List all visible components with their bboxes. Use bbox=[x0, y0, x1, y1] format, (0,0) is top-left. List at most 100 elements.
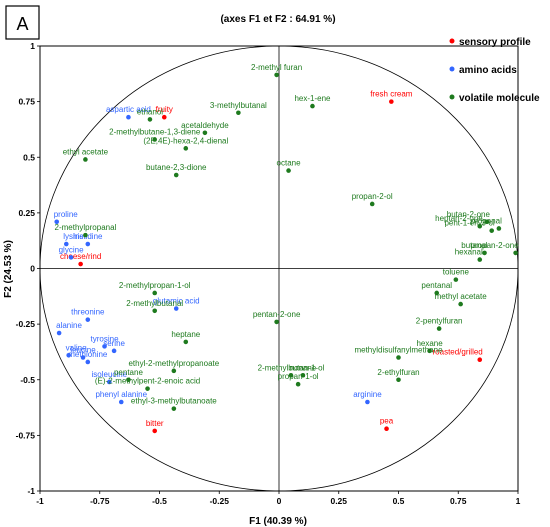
data-point bbox=[111, 348, 117, 354]
point-label: propan-2-ol bbox=[352, 192, 393, 201]
point-label: aspartic acid bbox=[106, 105, 151, 114]
point-label: roasted/grilled bbox=[433, 348, 483, 357]
point-label: fruity bbox=[156, 105, 173, 114]
data-point bbox=[310, 103, 315, 109]
data-point bbox=[56, 330, 62, 336]
data-point bbox=[118, 399, 124, 405]
point-label: 2-pentylfuran bbox=[416, 317, 463, 326]
data-point bbox=[78, 261, 83, 267]
legend-marker bbox=[449, 94, 455, 100]
data-point bbox=[68, 255, 74, 260]
data-point bbox=[173, 172, 179, 178]
point-label: 2-ethylfuran bbox=[377, 368, 419, 377]
point-label: tyrosine bbox=[91, 334, 120, 343]
point-label: pentan-2-one bbox=[253, 310, 301, 319]
axis-ticks: -1 -0.75 -0.5 -0.25 0 0.25 0.5 0.75 1 -1 -0.75 -0.5… bbox=[16, 41, 521, 506]
y-tick-label: 0 bbox=[30, 264, 35, 274]
point-label: serine bbox=[103, 339, 125, 348]
point-label: threonine bbox=[71, 308, 105, 317]
point-label: hexane bbox=[416, 339, 443, 348]
point-label: butan-2-one bbox=[447, 210, 491, 219]
point-label: 2-methylpropan-1-ol bbox=[119, 281, 191, 290]
data-point bbox=[389, 99, 394, 104]
x-tick-label: -0.25 bbox=[210, 496, 230, 506]
point-label: methionine bbox=[68, 350, 108, 359]
point-label: butanal bbox=[461, 241, 487, 250]
y-tick-label: -0.25 bbox=[16, 319, 36, 329]
point-label: ethyl-2-methylpropanoate bbox=[128, 359, 219, 368]
point-label: ethanol bbox=[137, 107, 163, 116]
data-point bbox=[396, 377, 401, 383]
data-point bbox=[384, 426, 389, 432]
y-tick-label: -0.5 bbox=[20, 375, 35, 385]
data-point bbox=[274, 319, 279, 325]
data-point bbox=[102, 344, 107, 349]
data-point bbox=[152, 428, 158, 434]
data-point bbox=[85, 359, 91, 365]
point-label: pentane bbox=[114, 368, 143, 377]
point-label: (E)-2-methylpent-2-enoic acid bbox=[95, 377, 200, 386]
data-points: fruity fresh cream cheese/rind roasted/gril… bbox=[54, 63, 519, 434]
data-point bbox=[126, 377, 131, 383]
data-point bbox=[484, 219, 490, 225]
data-point bbox=[145, 386, 150, 391]
point-label: 2-methylbutan-1-ol bbox=[258, 363, 325, 372]
point-label: methyl acetate bbox=[435, 292, 488, 301]
data-point bbox=[477, 223, 483, 229]
x-tick-label: -1 bbox=[36, 496, 44, 506]
point-label: proline bbox=[54, 210, 79, 219]
legend-label: sensory profile bbox=[459, 37, 531, 48]
data-point bbox=[453, 277, 459, 282]
x-tick-label: -0.75 bbox=[90, 496, 110, 506]
point-label: cheese/rind bbox=[60, 252, 101, 261]
data-point bbox=[274, 72, 279, 78]
point-label: butane-2,3-dione bbox=[146, 163, 207, 172]
point-label: propan-1-ol bbox=[278, 372, 319, 381]
data-point bbox=[288, 373, 294, 378]
legend-label: amino acids bbox=[459, 65, 517, 76]
data-point bbox=[171, 406, 177, 411]
point-label: 2-methylpropanal bbox=[55, 223, 117, 232]
point-label: octane bbox=[277, 159, 302, 168]
x-tick-label: 0 bbox=[277, 496, 282, 506]
x-axis-label: F1 (40.39 %) bbox=[249, 516, 307, 527]
y-tick-label: 0.5 bbox=[23, 152, 35, 162]
data-point bbox=[80, 355, 86, 360]
data-point bbox=[496, 226, 502, 231]
point-label: pea bbox=[380, 417, 394, 426]
data-point bbox=[54, 219, 60, 225]
point-label: (2E,4E)-hexa-2,4-dienal bbox=[143, 136, 228, 145]
data-point bbox=[396, 355, 401, 360]
legend-label: volatile molecule bbox=[459, 93, 540, 104]
point-label: isoleucine bbox=[92, 370, 128, 379]
point-label: methyldisulfanylmethane bbox=[354, 346, 443, 355]
point-label: pentanal bbox=[421, 281, 452, 290]
data-point bbox=[147, 117, 153, 122]
point-label: alanine bbox=[56, 321, 82, 330]
point-label: toluene bbox=[443, 268, 470, 277]
point-label: propanal bbox=[471, 216, 502, 225]
point-label: histidine bbox=[73, 232, 103, 241]
data-point bbox=[85, 317, 91, 322]
data-point bbox=[286, 168, 291, 173]
legend-marker bbox=[449, 66, 455, 72]
y-axis-label: F2 (24.53 %) bbox=[3, 240, 14, 298]
data-point bbox=[152, 290, 158, 296]
point-label: acetaldehyde bbox=[181, 121, 229, 130]
point-label: heptan-2-one bbox=[435, 214, 483, 223]
data-point bbox=[152, 137, 158, 142]
data-point bbox=[171, 368, 177, 374]
data-point bbox=[489, 228, 495, 233]
point-label: arginine bbox=[353, 390, 382, 399]
point-label: bitter bbox=[146, 419, 164, 428]
x-tick-label: 0.25 bbox=[330, 496, 347, 506]
point-label: leucine bbox=[70, 346, 96, 355]
point-label: hex-1-ene bbox=[294, 94, 331, 103]
legend-marker bbox=[449, 38, 455, 44]
x-tick-label: 0.5 bbox=[393, 496, 405, 506]
chart-title: (axes F1 et F2 : 64.91 %) bbox=[220, 14, 335, 25]
point-label: glycine bbox=[59, 245, 84, 254]
y-tick-label: -1 bbox=[27, 486, 35, 496]
panel-label: A bbox=[16, 14, 28, 34]
